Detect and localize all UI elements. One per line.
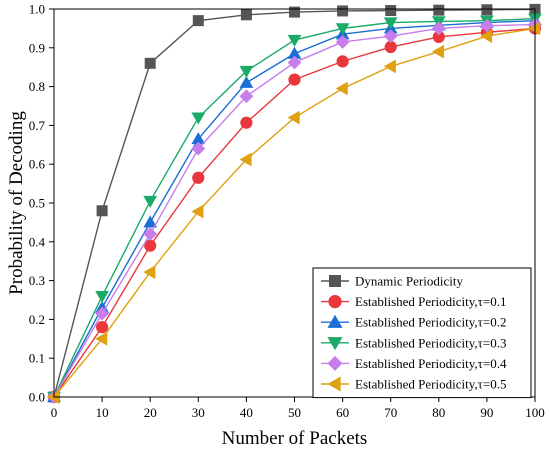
triangle-down-marker — [335, 23, 350, 36]
y-tick-label: 1.0 — [29, 2, 45, 17]
circle-marker — [336, 55, 349, 68]
triangle-down-marker — [239, 65, 254, 78]
triangle-left-marker — [383, 59, 396, 74]
triangle-up-marker — [327, 314, 343, 328]
circle-marker — [240, 116, 253, 129]
square-marker — [96, 205, 108, 217]
legend-label: Dynamic Periodicity — [355, 274, 463, 289]
square-marker — [433, 4, 445, 16]
triangle-up-marker — [191, 132, 206, 145]
diamond-marker — [143, 227, 158, 241]
triangle-up-marker — [287, 46, 302, 59]
diamond-marker — [239, 89, 254, 104]
x-tick-label: 20 — [144, 405, 157, 420]
x-tick-label: 90 — [480, 405, 493, 420]
triangle-left-marker — [287, 110, 300, 125]
diamond-marker — [480, 18, 494, 33]
diamond-marker — [383, 29, 398, 44]
diamond-marker — [335, 35, 350, 49]
y-tick-label: 0.6 — [29, 157, 46, 172]
triangle-down-marker — [95, 290, 109, 303]
circle-marker — [192, 171, 205, 184]
series-layer — [47, 3, 542, 404]
legend-item: Established Periodicity,τ=0.4 — [321, 355, 507, 371]
triangle-left-marker — [327, 376, 341, 392]
triangle-left-marker — [431, 44, 444, 59]
triangle-down-marker — [143, 195, 158, 208]
diamond-marker — [287, 55, 302, 70]
legend-frame — [312, 267, 532, 399]
triangle-down-marker — [383, 17, 398, 30]
diamond-marker — [327, 355, 343, 371]
legend-item: Established Periodicity,τ=0.2 — [321, 314, 506, 330]
y-tick-label: 0.0 — [29, 390, 45, 405]
circle-marker — [432, 30, 445, 44]
diamond-marker — [191, 141, 206, 156]
square-marker — [481, 4, 493, 16]
legend-item: Dynamic Periodicity — [321, 274, 463, 289]
triangle-left-marker — [480, 29, 493, 44]
triangle-up-marker — [239, 75, 254, 88]
y-tick-label: 0.4 — [29, 234, 46, 249]
triangle-down-marker — [327, 337, 343, 351]
legend-label: Established Periodicity,τ=0.4 — [355, 356, 507, 371]
circle-marker — [384, 40, 397, 54]
y-tick-label: 0.3 — [29, 273, 45, 288]
x-tick-label: 10 — [96, 405, 109, 420]
circle-marker — [288, 73, 301, 86]
diamond-marker — [431, 21, 446, 36]
square-marker — [192, 15, 204, 27]
series-6 — [47, 21, 541, 404]
plot-area-frame — [53, 8, 536, 398]
triangle-left-marker — [47, 390, 60, 404]
triangle-left-marker — [143, 265, 156, 279]
square-marker — [329, 275, 341, 287]
square-marker — [240, 9, 252, 21]
y-axis-title: Probability of Decoding — [6, 111, 27, 295]
triangle-left-marker — [95, 331, 108, 346]
diamond-marker — [95, 306, 109, 321]
circle-marker — [144, 239, 157, 252]
x-tick-label: 50 — [288, 405, 301, 420]
y-tick-label: 0.8 — [29, 79, 45, 94]
circle-marker — [96, 321, 109, 334]
legend-item: Established Periodicity,τ=0.5 — [321, 376, 506, 392]
x-tick-label: 80 — [432, 405, 445, 420]
x-tick-label: 70 — [384, 405, 397, 420]
circle-marker — [328, 295, 342, 309]
square-marker — [337, 5, 349, 17]
x-tick-label: 40 — [240, 405, 253, 420]
y-tick-label: 0.7 — [29, 118, 46, 133]
y-tick-label: 0.2 — [29, 312, 45, 327]
x-tick-label: 0 — [51, 405, 58, 420]
triangle-down-marker — [287, 34, 302, 47]
y-tick-label: 0.9 — [29, 40, 45, 55]
x-tick-label: 100 — [525, 405, 545, 420]
x-tick-label: 30 — [192, 405, 205, 420]
y-tick-label: 0.1 — [29, 351, 45, 366]
x-tick-label: 60 — [336, 405, 349, 420]
triangle-left-marker — [191, 204, 204, 219]
legend-label: Established Periodicity,τ=0.2 — [355, 315, 506, 330]
triangle-down-marker — [191, 112, 206, 125]
triangle-left-marker — [335, 81, 348, 96]
y-tick-label: 0.5 — [29, 196, 45, 211]
legend: Dynamic Periodicity Established Periodici… — [312, 267, 532, 399]
square-marker — [144, 57, 156, 69]
x-axis-title: Number of Packets — [222, 428, 368, 449]
square-marker — [385, 5, 397, 17]
triangle-up-marker — [143, 215, 158, 228]
legend-item: Established Periodicity,τ=0.3 — [321, 335, 506, 351]
legend-label: Established Periodicity,τ=0.1 — [355, 294, 506, 309]
square-marker — [289, 6, 300, 18]
triangle-left-marker — [239, 152, 252, 167]
legend-label: Established Periodicity,τ=0.3 — [355, 335, 506, 350]
axis-tick-labels: 0 10 20 30 40 50 60 70 80 90 100 0.0 0.1 0.2 0.3 0.4 0.5… — [29, 2, 545, 421]
triangle-left-marker — [528, 21, 541, 36]
legend-item: Established Periodicity,τ=0.1 — [321, 294, 506, 309]
legend-label: Established Periodicity,τ=0.5 — [355, 377, 506, 392]
